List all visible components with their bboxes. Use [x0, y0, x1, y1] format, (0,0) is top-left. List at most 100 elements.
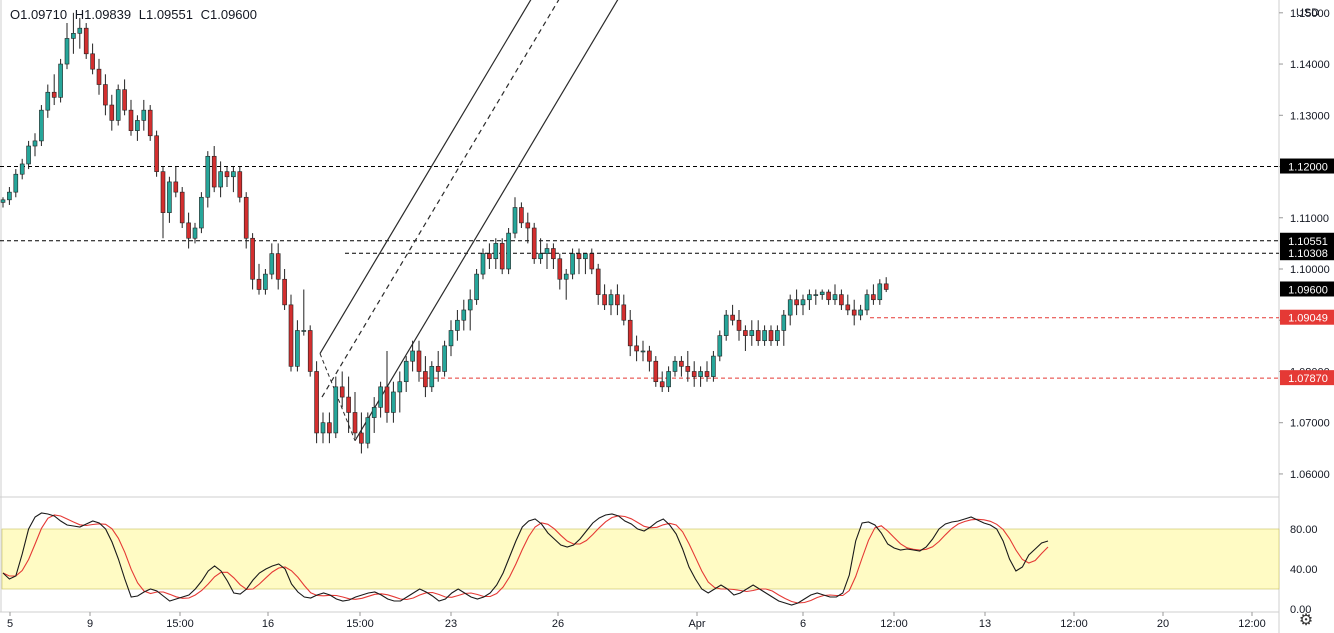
- candle-body: [627, 319, 633, 347]
- candle-body: [512, 207, 518, 234]
- candle-body: [275, 253, 281, 280]
- candle-body: [858, 309, 863, 316]
- candle-body: [365, 417, 371, 444]
- candle-body: [768, 330, 774, 342]
- oscillator-band: [1, 528, 1280, 590]
- candle-body: [499, 243, 505, 270]
- candle-body: [653, 360, 659, 383]
- candle-body: [691, 371, 697, 377]
- candle-body: [525, 222, 531, 229]
- channel-lower-line: [354, 0, 619, 441]
- channel-median-line: [321, 0, 560, 398]
- time-tick-label: 26: [552, 618, 564, 630]
- candle-body: [333, 386, 339, 434]
- candle-body: [615, 294, 620, 306]
- candle-body: [378, 386, 383, 408]
- candle-body: [327, 422, 332, 434]
- candle-body: [583, 253, 588, 260]
- channel-anchor-line: [319, 353, 356, 441]
- candle-body: [211, 155, 217, 188]
- candle-body: [851, 309, 857, 316]
- candle-body: [519, 207, 524, 224]
- candle-body: [589, 253, 595, 270]
- candle-body: [147, 109, 153, 137]
- candle-body: [128, 109, 134, 131]
- time-tick-label: 6: [800, 618, 806, 630]
- candle-body: [7, 191, 12, 201]
- time-tick-label: 9: [87, 618, 93, 630]
- candle-body: [608, 294, 614, 306]
- candle-body: [307, 330, 313, 372]
- candle-body: [295, 330, 300, 367]
- candle-body: [551, 248, 556, 260]
- open-value: O1.09710: [10, 7, 68, 22]
- price-tick-label: 1.11000: [1290, 213, 1329, 225]
- time-tick-label: 23: [445, 618, 457, 630]
- candle-body: [19, 163, 25, 175]
- candle-body: [26, 145, 31, 165]
- price-tick-label: 1.10000: [1290, 264, 1330, 276]
- candle-body: [506, 232, 511, 270]
- candle-body: [717, 335, 723, 357]
- candle-body: [602, 294, 607, 306]
- candle-body: [58, 63, 63, 98]
- candle-body: [167, 181, 172, 213]
- price-level-badge: [1280, 370, 1334, 386]
- candle-body: [685, 366, 691, 372]
- candle-body: [781, 314, 787, 331]
- candle-body: [224, 171, 230, 178]
- oscillator-tick-label: 80.00: [1290, 524, 1318, 536]
- candle-body: [237, 171, 243, 198]
- candle-body: [755, 330, 761, 342]
- candle-body: [192, 227, 198, 239]
- candle-body: [301, 330, 307, 332]
- price-tick-label: 1.14000: [1290, 59, 1330, 71]
- candle-body: [839, 294, 844, 306]
- candle-body: [442, 345, 447, 372]
- candle-body: [666, 371, 671, 388]
- candle-body: [704, 371, 710, 377]
- oscillator-tick-label: 40.00: [1290, 564, 1318, 576]
- candle-body: [474, 273, 479, 301]
- candle-body: [435, 366, 441, 372]
- candle-body: [672, 360, 678, 372]
- candle-body: [199, 196, 204, 229]
- candle-body: [179, 191, 185, 224]
- time-tick-label: 16: [262, 618, 274, 630]
- candle-body: [346, 396, 351, 413]
- candle-body: [877, 283, 883, 301]
- price-tick-label: 1.07000: [1290, 418, 1330, 430]
- time-tick-label: 5: [7, 618, 13, 630]
- candle-body: [845, 304, 851, 311]
- candle-body: [679, 360, 684, 367]
- time-tick-label: 15:00: [346, 618, 374, 630]
- oscillator-tick-label: 0.00: [1290, 604, 1311, 616]
- candle-body: [154, 135, 159, 172]
- stochastic-k-line: [2, 512, 1049, 606]
- time-tick-label: Apr: [688, 618, 705, 630]
- candle-body: [83, 27, 89, 55]
- candle-body: [557, 258, 563, 280]
- settings-gear-icon[interactable]: ⚙: [1298, 612, 1314, 629]
- candle-body: [71, 33, 76, 39]
- price-level-badge: [1280, 309, 1334, 325]
- currency-label: USD: [1296, 7, 1319, 19]
- candle-body: [269, 253, 275, 275]
- candle-body: [51, 91, 57, 98]
- candle-body: [467, 299, 473, 311]
- candle-body: [359, 432, 364, 444]
- candle-body: [243, 196, 249, 239]
- candle-body: [429, 366, 435, 388]
- candle-body: [64, 38, 70, 65]
- price-level-badge-label: 1.07870: [1288, 373, 1328, 385]
- candle-body: [416, 350, 422, 372]
- candle-body: [576, 253, 582, 260]
- candle-body: [397, 381, 403, 393]
- candle-body: [391, 391, 396, 413]
- candle-body: [698, 371, 703, 377]
- candle-body: [621, 304, 627, 321]
- candle-body: [403, 360, 409, 383]
- candle-body: [320, 422, 326, 434]
- candle-body: [711, 355, 716, 377]
